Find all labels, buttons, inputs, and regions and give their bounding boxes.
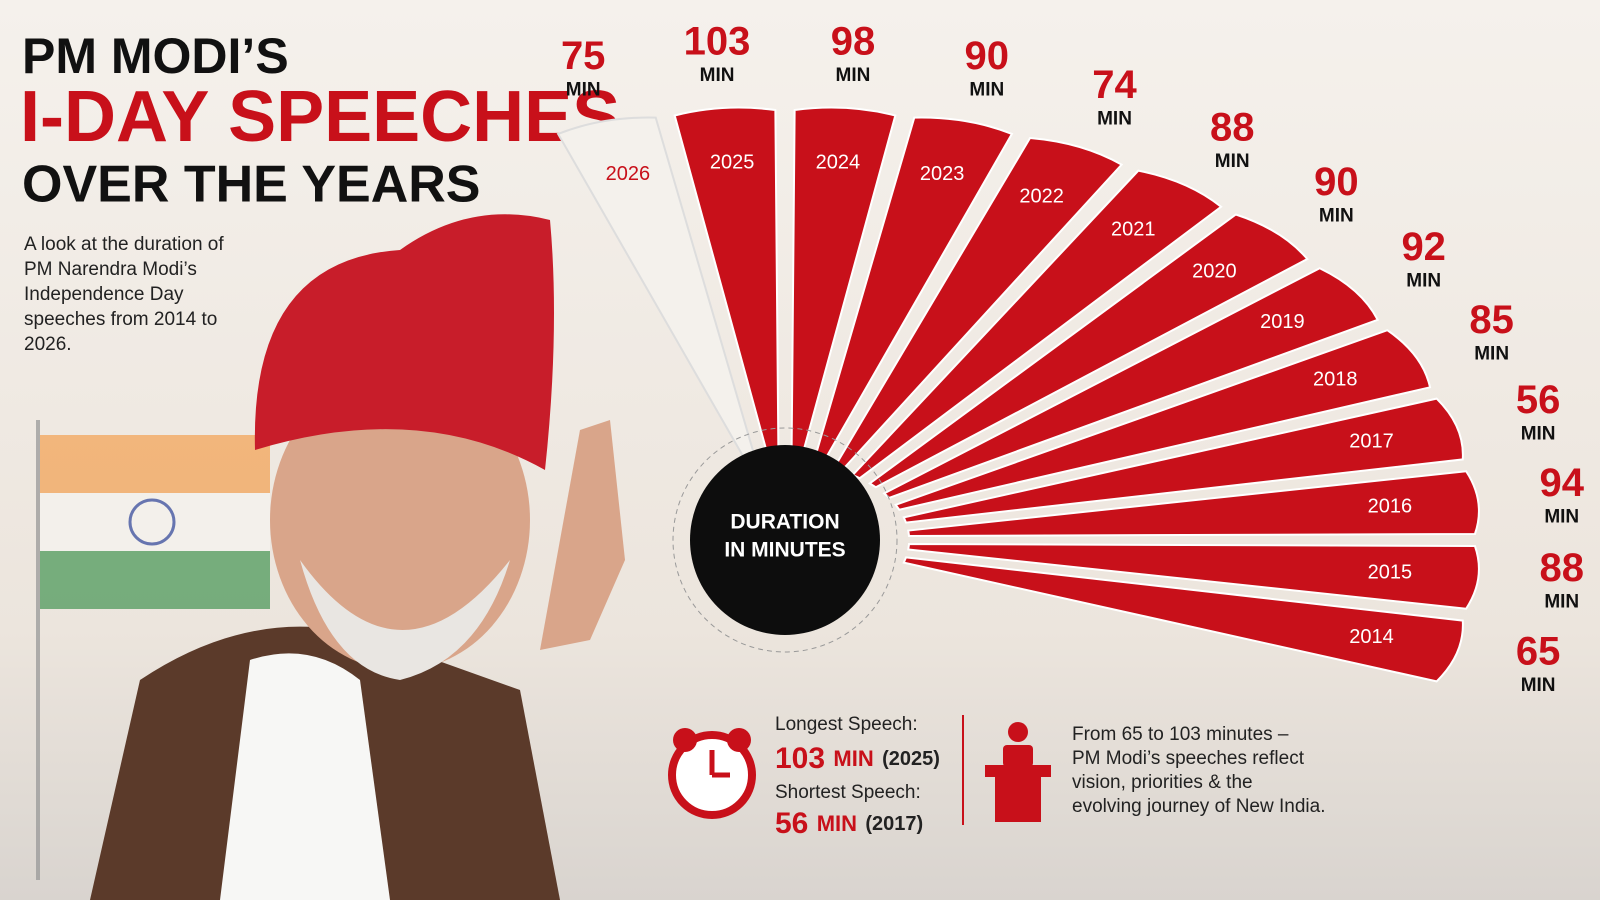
note: From 65 to 103 minutes – PM Modi’s speech… xyxy=(1072,724,1325,817)
year-label: 2026 xyxy=(606,163,651,185)
wedge xyxy=(902,397,1464,524)
wedge xyxy=(850,169,1223,480)
year-label: 2025 xyxy=(710,151,755,173)
unit-label: MIN xyxy=(700,65,735,86)
unit-label: MIN xyxy=(969,80,1004,101)
shortest-value: 56 MIN (2017) xyxy=(775,807,923,840)
note-line: evolving journey of New India. xyxy=(1072,796,1325,817)
year-label: 2019 xyxy=(1260,311,1305,333)
year-label: 2017 xyxy=(1349,430,1394,452)
unit-label: MIN xyxy=(566,80,601,101)
title-line: OVER THE YEARS xyxy=(22,156,480,214)
year-label: 2022 xyxy=(1019,185,1064,207)
value-label: 56 xyxy=(1516,378,1561,422)
value-label: 65 xyxy=(1516,629,1561,673)
flag xyxy=(36,420,270,880)
value-label: 88 xyxy=(1539,546,1584,590)
wedge xyxy=(811,116,1014,468)
value-label: 90 xyxy=(1314,160,1359,204)
unit-label: MIN xyxy=(1521,675,1556,696)
value-label: 90 xyxy=(965,34,1010,78)
wedge xyxy=(790,106,897,465)
wedge xyxy=(894,329,1432,511)
unit-label: MIN xyxy=(1097,109,1132,130)
year-label: 2015 xyxy=(1368,561,1413,583)
note-line: vision, priorities & the xyxy=(1072,772,1253,793)
speaker-figure xyxy=(90,214,625,900)
year-label: 2021 xyxy=(1111,218,1156,240)
wedge xyxy=(882,267,1380,499)
note-line: PM Modi’s speeches reflect xyxy=(1072,748,1305,769)
subtitle: A look at the duration of PM Narendra Mo… xyxy=(24,234,224,355)
unit-label: MIN xyxy=(836,65,871,86)
value-label: 103 xyxy=(684,20,751,64)
unit-label: MIN xyxy=(1406,270,1441,291)
podium-icon xyxy=(985,722,1051,822)
unit-label: MIN xyxy=(1215,151,1250,172)
value-label: 85 xyxy=(1469,298,1514,342)
longest-label: Longest Speech: xyxy=(775,714,918,735)
title-line: I-DAY SPEECHES xyxy=(20,77,620,157)
year-label: 2016 xyxy=(1368,495,1413,517)
wedge xyxy=(867,213,1309,489)
wedge xyxy=(556,116,759,468)
longest-value: 103 MIN (2025) xyxy=(775,742,940,775)
longest-unit: MIN xyxy=(833,746,873,771)
year-label: 2024 xyxy=(816,151,861,173)
unit-label: MIN xyxy=(1544,591,1579,612)
wedge xyxy=(832,136,1124,473)
wedge xyxy=(673,106,780,465)
wedge xyxy=(907,543,1480,610)
subtitle-box: A look at the duration of PM Narendra Mo… xyxy=(24,234,224,355)
value-label: 75 xyxy=(561,34,606,78)
year-label: 2023 xyxy=(920,163,965,185)
shortest-number: 56 xyxy=(775,807,808,840)
unit-label: MIN xyxy=(1521,423,1556,444)
center-label: DURATION xyxy=(730,511,839,534)
longest-number: 103 xyxy=(775,742,825,775)
note-line: From 65 to 103 minutes – xyxy=(1072,724,1289,745)
center-circle xyxy=(690,445,880,635)
year-label: 2018 xyxy=(1313,368,1358,390)
longest-year: (2025) xyxy=(882,748,940,770)
center-label: IN MINUTES xyxy=(724,539,845,562)
value-label: 74 xyxy=(1092,63,1137,107)
shortest-unit: MIN xyxy=(817,811,857,836)
title-line: PM MODI’S xyxy=(22,28,289,84)
value-label: 98 xyxy=(831,20,876,64)
shortest-label: Shortest Speech: xyxy=(775,782,921,803)
unit-label: MIN xyxy=(1544,507,1579,528)
year-label: 2020 xyxy=(1192,261,1237,283)
clock-icon xyxy=(668,728,756,819)
unit-label: MIN xyxy=(1319,205,1354,226)
value-label: 88 xyxy=(1210,106,1255,150)
year-label: 2014 xyxy=(1349,626,1394,648)
fan: 202675MIN2025103MIN202498MIN202390MIN202… xyxy=(556,20,1585,696)
shortest-year: (2017) xyxy=(865,813,923,835)
value-label: 92 xyxy=(1401,225,1446,269)
unit-label: MIN xyxy=(1474,344,1509,365)
wedge xyxy=(907,470,1480,537)
value-label: 94 xyxy=(1539,461,1584,505)
center-ring xyxy=(672,427,898,653)
wedge xyxy=(902,556,1464,683)
